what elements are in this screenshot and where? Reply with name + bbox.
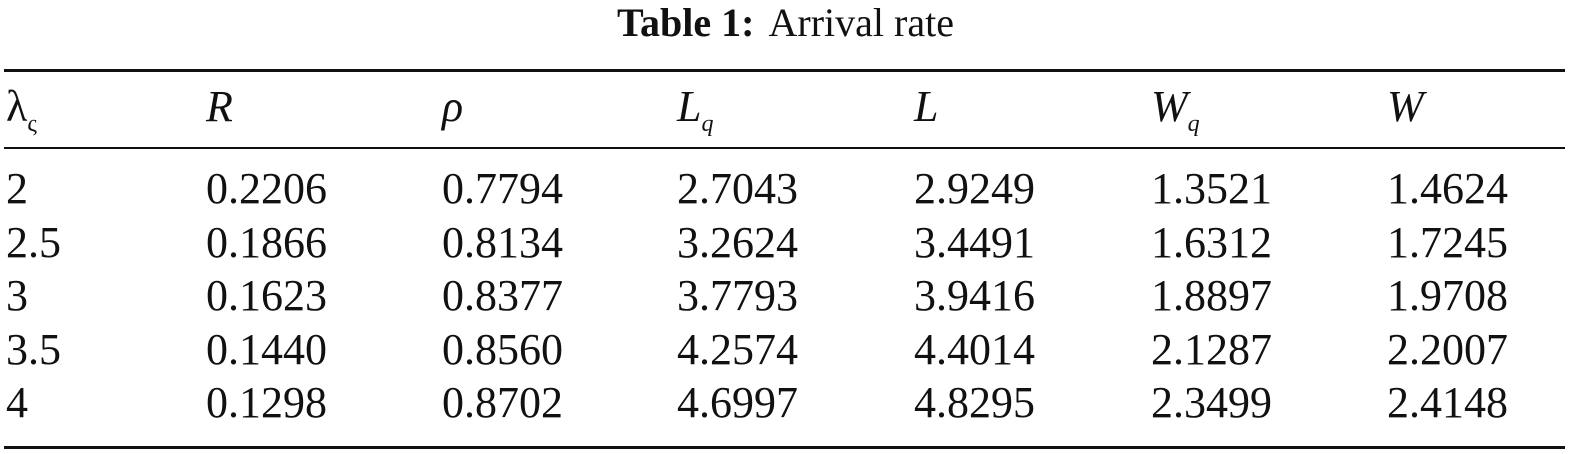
header-text: R — [206, 82, 233, 131]
header-cell: Wq — [1151, 82, 1200, 149]
header-rule — [4, 147, 1565, 149]
header-subscript: q — [1187, 111, 1200, 137]
table-cell: 4.6997 — [677, 378, 798, 427]
header-text: W — [1151, 82, 1188, 131]
table-cell: 3.7793 — [677, 271, 798, 320]
header-text: ρ — [442, 82, 464, 131]
table-cell: 4.2574 — [677, 324, 798, 374]
table-cell: 1.3521 — [1151, 164, 1272, 213]
caption-label: Table 1: — [617, 0, 755, 45]
table-cell: 1.9708 — [1387, 271, 1508, 320]
table-cell: 3 — [6, 271, 28, 320]
table-cell: 0.1440 — [206, 324, 327, 374]
header-text: L — [677, 82, 702, 131]
bottom-rule — [4, 446, 1565, 449]
table-cell: 0.8560 — [442, 324, 563, 374]
table-cell: 4.4014 — [914, 324, 1035, 374]
table-cell: 2.3499 — [1151, 378, 1272, 427]
header-text: λ — [6, 82, 28, 131]
header-cell: R — [206, 82, 233, 132]
table-cell: 3.5 — [6, 324, 61, 374]
table-cell: 0.8377 — [442, 271, 563, 320]
caption-text: Arrival rate — [768, 0, 954, 45]
table-cell: 2 — [6, 164, 28, 213]
header-subscript: q — [701, 111, 714, 137]
table-cell: 0.2206 — [206, 164, 327, 213]
table-cell: 2.5 — [6, 217, 61, 267]
header-cell: L — [914, 82, 938, 132]
table-cell: 4 — [6, 378, 28, 427]
table-cell: 3.4491 — [914, 217, 1035, 267]
header-cell: ρ — [442, 82, 463, 132]
table-cell: 2.9249 — [914, 164, 1035, 213]
table-cell: 0.8134 — [442, 217, 563, 267]
header-cell: Lq — [677, 82, 713, 149]
table-cell: 3.2624 — [677, 217, 798, 267]
table-cell: 0.7794 — [442, 164, 563, 213]
table-cell: 3.9416 — [914, 271, 1035, 320]
table-cell: 4.8295 — [914, 378, 1035, 427]
header-text: W — [1387, 82, 1424, 131]
table-cell: 0.1298 — [206, 378, 327, 427]
table-cell: 1.7245 — [1387, 217, 1508, 267]
table-cell: 2.2007 — [1387, 324, 1508, 374]
header-cell: λς — [6, 82, 37, 149]
table-cell: 0.8702 — [442, 378, 563, 427]
table-cell: 0.1866 — [206, 217, 327, 267]
table-cell: 2.4148 — [1387, 378, 1508, 427]
table-cell: 2.7043 — [677, 164, 798, 213]
caption: Table 1: Arrival rate — [0, 0, 1571, 46]
table-cell: 1.6312 — [1151, 217, 1272, 267]
header-text: L — [914, 82, 939, 131]
table-cell: 1.8897 — [1151, 271, 1272, 320]
top-rule — [4, 69, 1565, 72]
header-subscript: ς — [27, 111, 37, 137]
table-cell: 2.1287 — [1151, 324, 1272, 374]
header-cell: W — [1387, 82, 1424, 132]
table-cell: 1.4624 — [1387, 164, 1508, 213]
table-cell: 0.1623 — [206, 271, 327, 320]
